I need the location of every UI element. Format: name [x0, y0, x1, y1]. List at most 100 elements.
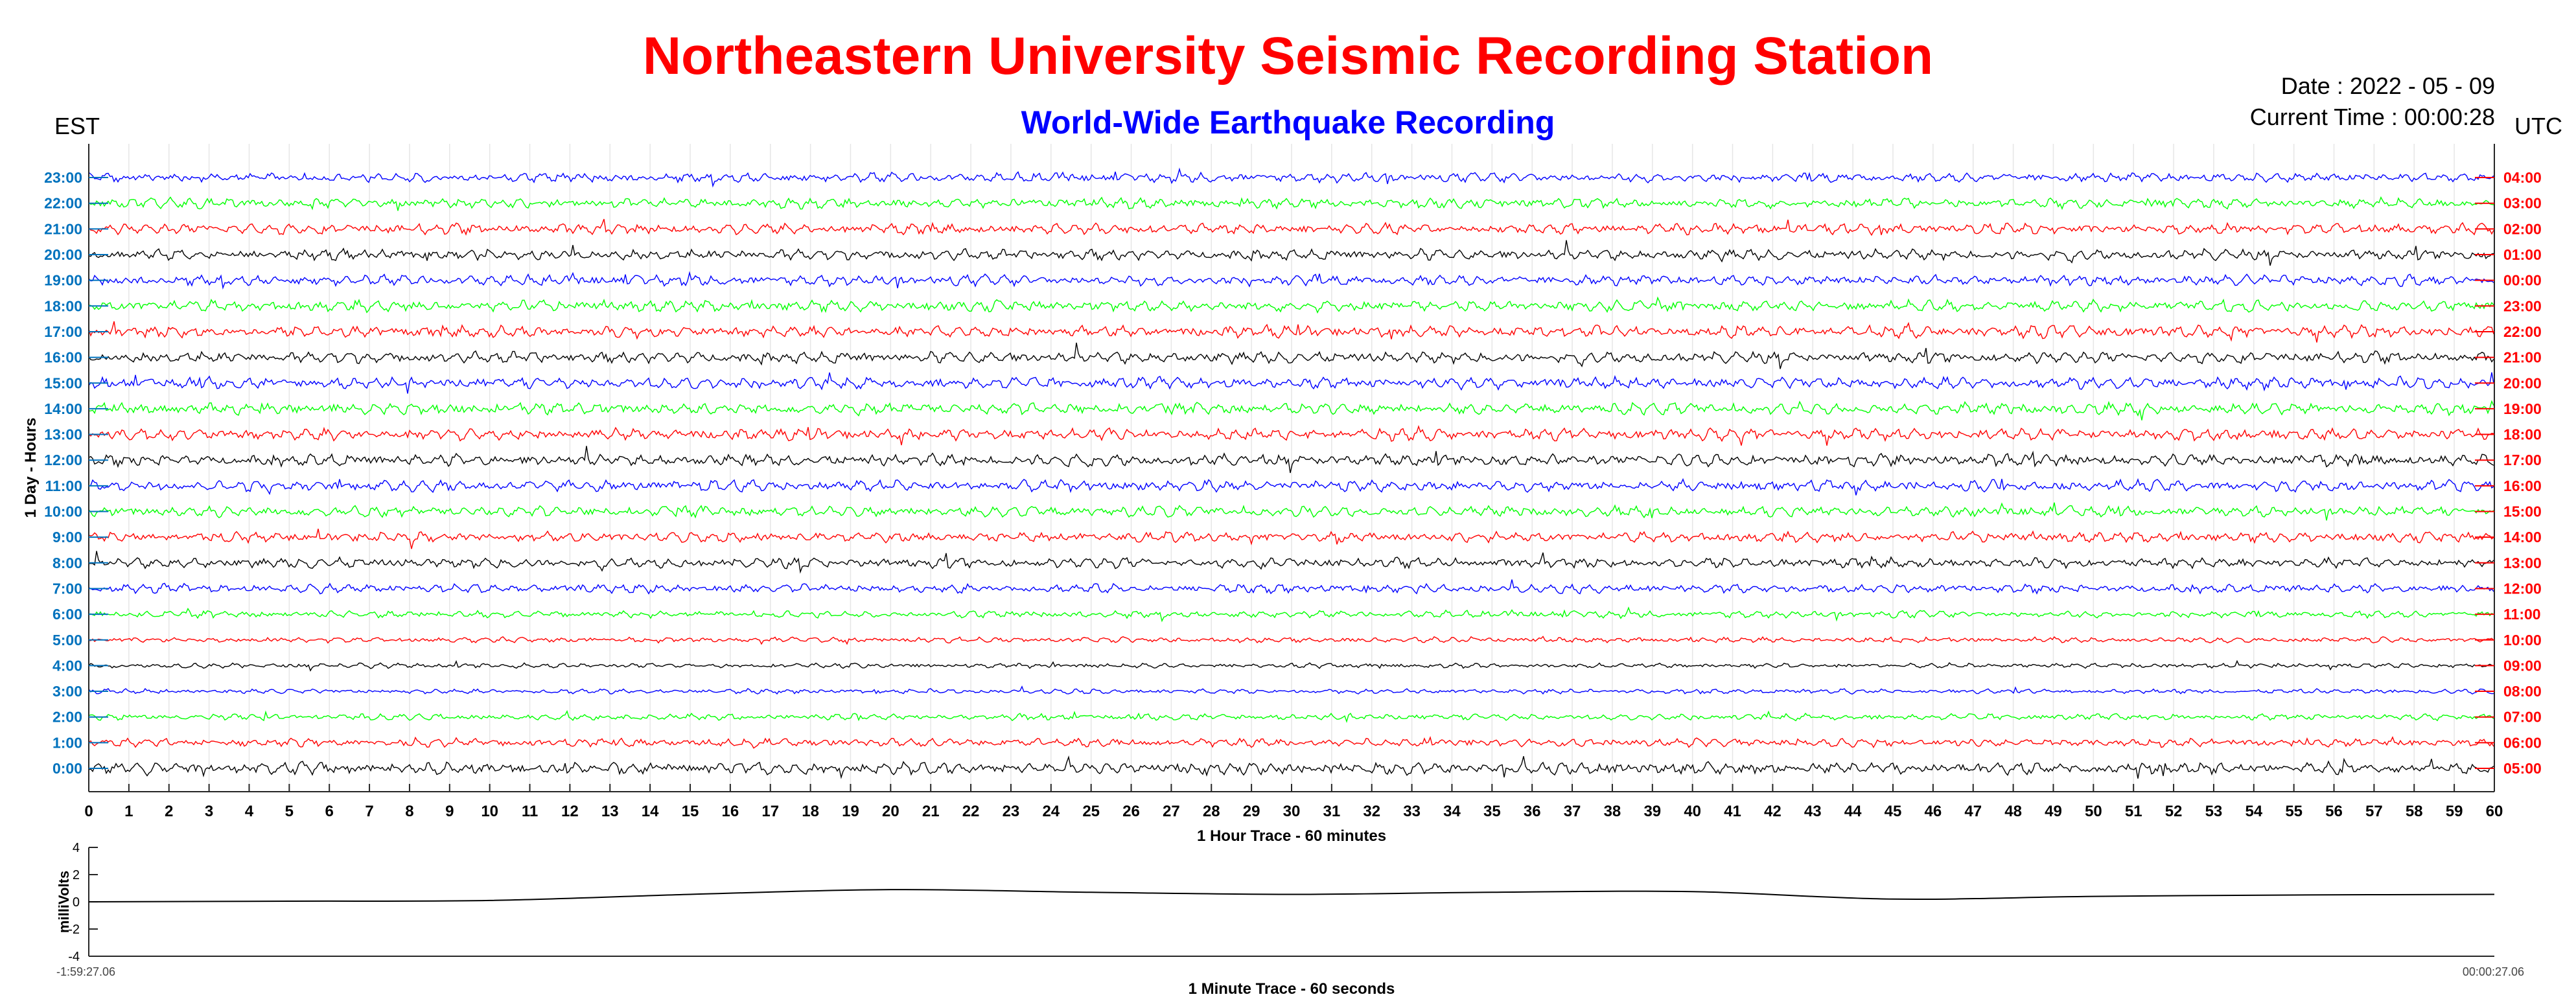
right-y-tick-label: 22:00	[2503, 323, 2542, 340]
minute-y-tick-label: -4	[68, 950, 80, 964]
right-y-tick-label: 17:00	[2503, 452, 2542, 468]
x-tick-label: 25	[1082, 803, 1100, 820]
left-y-tick-label: 10:00	[44, 503, 82, 520]
x-tick-label: 33	[1403, 803, 1421, 820]
right-y-tick-label: 07:00	[2503, 709, 2542, 726]
left-y-tick-label: 11:00	[45, 477, 82, 494]
left-y-tick-label: 23:00	[44, 169, 82, 186]
grid	[88, 144, 2495, 792]
x-tick-label: 57	[2365, 803, 2383, 820]
x-tick-label: 19	[842, 803, 859, 820]
x-tick-label: 24	[1042, 803, 1060, 820]
hour-trace-line	[88, 606, 2494, 623]
x-tick-label: 4	[245, 803, 254, 820]
hour-trace-line	[88, 400, 2494, 420]
hour-trace-line	[88, 660, 2494, 672]
right-y-tick-label: 11:00	[2503, 606, 2541, 623]
y-axis-label: 1 Day - Hours	[22, 418, 40, 518]
trace-lines	[88, 167, 2494, 779]
right-y-tick-label: 05:00	[2503, 760, 2542, 777]
left-y-tick-label: 12:00	[44, 452, 82, 468]
left-timezone-label: EST	[54, 113, 100, 139]
x-tick-label: 53	[2205, 803, 2223, 820]
right-y-tick-label: 10:00	[2503, 632, 2542, 649]
hour-trace-line	[88, 218, 2494, 236]
x-tick-label: 59	[2446, 803, 2463, 820]
x-tick-label: 28	[1203, 803, 1220, 820]
x-tick-label: 31	[1323, 803, 1341, 820]
hour-trace-line	[88, 196, 2494, 211]
x-tick-label: 58	[2406, 803, 2423, 820]
minute-x-start-label: -1:59:27.06	[56, 965, 115, 978]
x-tick-label: 41	[1724, 803, 1741, 820]
minute-trace-line	[88, 889, 2495, 902]
x-tick-label: 21	[922, 803, 940, 820]
hour-trace-line	[88, 271, 2494, 290]
x-tick-label: 17	[761, 803, 779, 820]
x-tick-label: 56	[2325, 803, 2343, 820]
minute-x-end-label: 00:00:27.06	[2463, 965, 2524, 978]
left-y-tick-label: 20:00	[44, 246, 82, 263]
right-y-tick-label: 06:00	[2503, 734, 2542, 751]
hour-trace-line	[88, 477, 2494, 496]
x-tick-label: 60	[2486, 803, 2503, 820]
x-tick-label: 23	[1003, 803, 1020, 820]
left-y-tick-label: 18:00	[44, 297, 82, 314]
x-tick-label: 47	[1964, 803, 1982, 820]
left-y-tick-label: 8:00	[52, 555, 82, 571]
x-tick-label: 5	[285, 803, 294, 820]
x-tick-label: 9	[445, 803, 454, 820]
hour-trace-line	[88, 424, 2494, 446]
minute-y-tick-label: -2	[68, 923, 80, 937]
minute-y-axis-label: milliVolts	[56, 871, 72, 933]
x-tick-label: 12	[561, 803, 579, 820]
x-tick-label: 3	[205, 803, 213, 820]
x-tick-label: 14	[642, 803, 659, 820]
x-tick-label: 51	[2125, 803, 2142, 820]
right-y-tick-label: 14:00	[2503, 529, 2542, 545]
left-y-tick-label: 17:00	[44, 323, 82, 340]
x-tick-label: 44	[1844, 803, 1862, 820]
left-y-tick-label: 1:00	[52, 734, 82, 751]
left-y-tick-label: 5:00	[52, 632, 82, 649]
right-y-tick-label: 01:00	[2503, 246, 2542, 263]
left-y-tick-label: 4:00	[52, 657, 82, 674]
hour-trace-line	[88, 685, 2494, 695]
hour-trace-line	[88, 735, 2494, 749]
x-tick-label: 0	[84, 803, 93, 820]
minute-y-tick-label: 0	[73, 895, 80, 910]
right-y-tick-label: 15:00	[2503, 503, 2542, 520]
page-title: Northeastern University Seismic Recordin…	[642, 27, 1934, 86]
x-tick-label: 36	[1524, 803, 1541, 820]
right-y-tick-label: 03:00	[2503, 195, 2542, 212]
right-y-tick-label: 08:00	[2503, 683, 2542, 700]
left-y-tick-label: 6:00	[52, 606, 82, 623]
x-tick-label: 20	[882, 803, 899, 820]
hour-trace-line	[88, 755, 2494, 779]
x-tick-label: 22	[962, 803, 980, 820]
x-tick-label: 35	[1483, 803, 1501, 820]
current-time-readout: Current Time : 00:00:28	[2249, 104, 2495, 130]
x-tick-label: 42	[1764, 803, 1781, 820]
right-y-tick-label: 23:00	[2503, 297, 2542, 314]
x-tick-label: 30	[1283, 803, 1301, 820]
left-y-tick-label: 15:00	[44, 374, 82, 391]
x-tick-label: 50	[2085, 803, 2102, 820]
hour-trace-line	[88, 579, 2494, 595]
x-tick-label: 8	[405, 803, 413, 820]
left-y-tick-label: 16:00	[44, 349, 82, 366]
x-tick-label: 11	[522, 803, 538, 820]
x-tick-label: 49	[2045, 803, 2062, 820]
x-tick-label: 29	[1243, 803, 1260, 820]
left-y-tick-label: 2:00	[52, 709, 82, 726]
hour-trace-line	[88, 342, 2494, 369]
x-tick-label: 16	[722, 803, 739, 820]
left-y-tick-label: 7:00	[52, 580, 82, 597]
x-tick-label: 55	[2285, 803, 2303, 820]
minute-trace-chart: -4 -2 0 2 4 -1:59:27.06 00:00:27.06 1 Minute Tr…	[56, 841, 2524, 998]
left-y-tick-label: 0:00	[52, 760, 82, 777]
x-tick-label: 13	[601, 803, 619, 820]
right-y-tick-label: 16:00	[2503, 477, 2542, 494]
right-y-tick-label: 21:00	[2503, 349, 2542, 366]
